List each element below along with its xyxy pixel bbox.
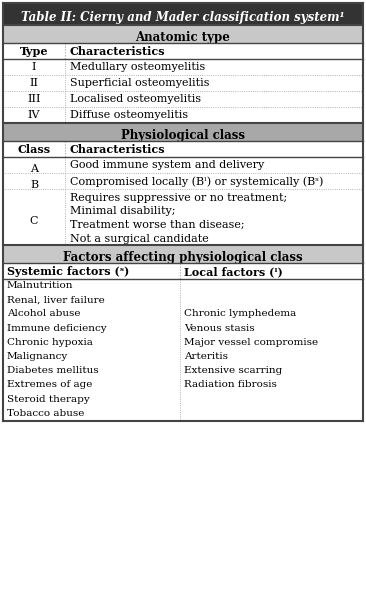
Text: Good immune system and delivery: Good immune system and delivery	[70, 160, 264, 170]
Text: Factors affecting physiological class: Factors affecting physiological class	[63, 251, 303, 264]
Text: III: III	[27, 94, 41, 104]
Text: II: II	[30, 78, 38, 88]
Bar	[3, 3, 363, 25]
Text: Requires suppressive or no treatment;: Requires suppressive or no treatment;	[70, 193, 287, 203]
Text: Physiological class: Physiological class	[121, 130, 245, 143]
Bar	[3, 75, 363, 91]
Text: Diabetes mellitus: Diabetes mellitus	[7, 366, 98, 375]
Bar	[3, 263, 363, 279]
Bar	[3, 25, 363, 43]
Text: Extensive scarring: Extensive scarring	[184, 366, 282, 375]
Text: Medullary osteomyelitis: Medullary osteomyelitis	[70, 62, 205, 72]
Text: Anatomic type: Anatomic type	[135, 32, 231, 45]
Bar	[3, 157, 363, 173]
Text: C: C	[30, 216, 38, 226]
Text: Arteritis: Arteritis	[184, 352, 228, 361]
Bar	[3, 245, 363, 263]
Text: Radiation fibrosis: Radiation fibrosis	[184, 380, 277, 389]
Text: Chronic hypoxia: Chronic hypoxia	[7, 338, 93, 347]
Text: Characteristics: Characteristics	[70, 46, 166, 57]
Bar	[3, 141, 363, 157]
Text: IV: IV	[28, 110, 40, 120]
Text: Extremes of age: Extremes of age	[7, 380, 92, 389]
Text: Superficial osteomyelitis: Superficial osteomyelitis	[70, 78, 209, 88]
Text: Characteristics: Characteristics	[70, 144, 166, 155]
Text: A: A	[30, 164, 38, 174]
Text: Steroid therapy: Steroid therapy	[7, 395, 90, 404]
Text: Minimal disability;: Minimal disability;	[70, 207, 176, 217]
Text: Major vessel compromise: Major vessel compromise	[184, 338, 318, 347]
Text: Systemic factors (ˢ): Systemic factors (ˢ)	[7, 266, 129, 277]
Text: Compromised locally (Bˡ) or systemically (Bˢ): Compromised locally (Bˡ) or systemically…	[70, 176, 324, 186]
Text: B: B	[30, 180, 38, 190]
Text: Immune deficiency: Immune deficiency	[7, 324, 107, 333]
Text: Class: Class	[18, 144, 51, 155]
Text: Diffuse osteomyelitis: Diffuse osteomyelitis	[70, 110, 188, 120]
Text: Malignancy: Malignancy	[7, 352, 68, 361]
Bar	[3, 107, 363, 123]
Bar	[3, 91, 363, 107]
Text: Not a surgical candidate: Not a surgical candidate	[70, 233, 209, 244]
Bar	[3, 123, 363, 141]
Text: Alcohol abuse: Alcohol abuse	[7, 309, 81, 318]
Text: Malnutrition: Malnutrition	[7, 281, 74, 290]
Text: Local factors (ˡ): Local factors (ˡ)	[184, 266, 283, 277]
Text: Localised osteomyelitis: Localised osteomyelitis	[70, 94, 201, 104]
Text: Venous stasis: Venous stasis	[184, 324, 255, 333]
Bar	[3, 59, 363, 75]
Text: Type: Type	[20, 46, 48, 57]
Bar	[3, 43, 363, 59]
Text: Treatment worse than disease;: Treatment worse than disease;	[70, 220, 244, 230]
Bar	[3, 173, 363, 189]
Text: I: I	[32, 62, 36, 72]
Text: Tobacco abuse: Tobacco abuse	[7, 409, 85, 418]
Bar	[3, 189, 363, 245]
Text: Renal, liver failure: Renal, liver failure	[7, 295, 105, 304]
Text: Chronic lymphedema: Chronic lymphedema	[184, 309, 296, 318]
Text: Table II: Cierny and Mader classification system¹: Table II: Cierny and Mader classificatio…	[21, 11, 345, 24]
